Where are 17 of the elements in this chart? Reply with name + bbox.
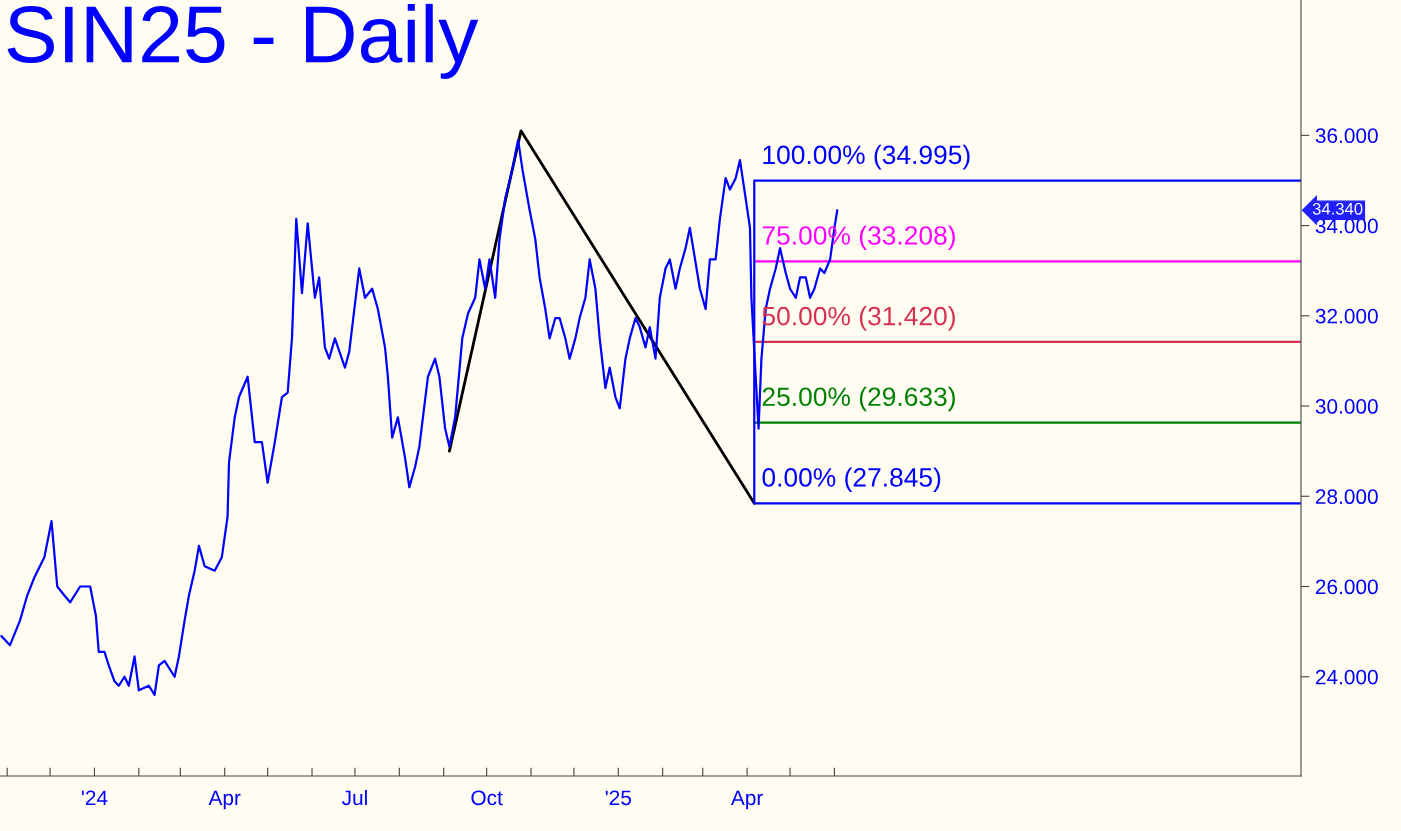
ref-line-label: 0.00% (27.845) xyxy=(762,467,941,492)
chart-title: SIN25 - Daily xyxy=(7,3,479,79)
y-tick-label: 24.000 xyxy=(1315,669,1378,685)
x-tick-label: '25 xyxy=(605,790,631,806)
x-tick-label: '24 xyxy=(81,790,108,805)
y-tick-label: 28.000 xyxy=(1315,489,1378,505)
x-tick-label: Apr xyxy=(208,790,241,810)
y-tick-label: 36.000 xyxy=(1315,128,1378,144)
y-tick-label: 26.000 xyxy=(1315,579,1378,595)
ref-line-label: 100.00% (34.995) xyxy=(763,144,970,170)
ref-line-label: 25.00% (29.633) xyxy=(762,386,955,412)
y-tick-label: 32.000 xyxy=(1315,308,1378,324)
x-tick-label: Jul xyxy=(341,789,367,806)
x-tick-label: Apr xyxy=(730,790,763,810)
y-tick-label: 30.000 xyxy=(1315,399,1378,414)
x-tick-label: Oct xyxy=(471,790,503,806)
text: 34.340 xyxy=(1312,202,1363,215)
